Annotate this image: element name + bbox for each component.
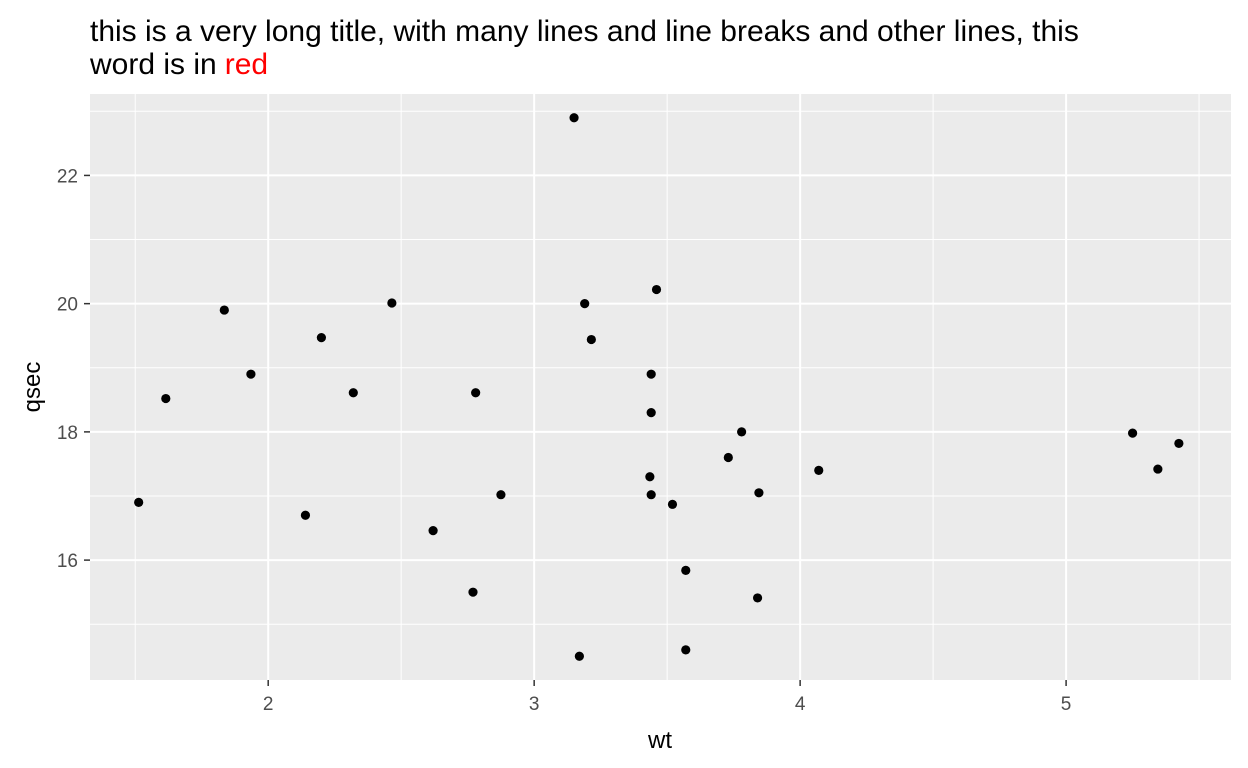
chart-title-highlight: red: [225, 48, 268, 81]
data-point: [468, 587, 478, 597]
data-point: [569, 113, 579, 123]
y-tick-label: 16: [57, 551, 78, 572]
data-point: [752, 593, 763, 603]
y-axis: 16 18 20 22: [57, 166, 90, 572]
x-tick-label: 3: [529, 694, 540, 715]
data-point: [723, 452, 733, 463]
chart-title-line-1: this is a very long title, with many lin…: [90, 15, 1079, 48]
data-point: [1127, 428, 1138, 438]
grid-minor-lines: [90, 94, 1231, 680]
data-point: [1153, 464, 1163, 474]
data-point: [316, 333, 326, 343]
data-point: [814, 465, 824, 475]
data-point: [681, 565, 691, 575]
data-point: [646, 490, 656, 500]
data-point: [219, 305, 229, 315]
data-point: [646, 369, 656, 379]
data-point: [471, 388, 481, 398]
data-point: [1174, 438, 1184, 449]
data-point: [574, 651, 584, 661]
data-point: [651, 284, 662, 295]
data-point: [754, 488, 764, 498]
data-point: [737, 427, 747, 437]
chart-title-prefix: word is in: [89, 48, 217, 81]
x-tick-label: 5: [1061, 694, 1072, 715]
data-point: [161, 393, 171, 404]
data-point: [428, 526, 438, 536]
chart-title-line-2: word is in red: [89, 48, 268, 81]
data-points: [134, 113, 1184, 661]
y-tick-label: 18: [57, 423, 78, 444]
x-tick-label: 4: [795, 694, 806, 715]
data-point: [134, 497, 144, 508]
data-point: [667, 499, 678, 509]
x-axis-title: wt: [647, 727, 672, 754]
grid-major-lines: [90, 94, 1231, 680]
data-point: [300, 510, 311, 520]
y-axis-title: qsec: [19, 362, 46, 413]
y-tick-label: 20: [57, 295, 78, 316]
data-point: [496, 490, 506, 500]
data-point: [580, 299, 590, 309]
data-point: [348, 388, 358, 398]
data-point: [586, 334, 596, 345]
data-point: [646, 408, 656, 418]
plot-panel: [90, 94, 1231, 680]
data-point: [387, 298, 397, 308]
y-tick-label: 22: [57, 166, 78, 187]
x-tick-label: 2: [263, 694, 274, 715]
x-axis: 2 3 4 5: [263, 680, 1071, 715]
data-point: [645, 472, 655, 482]
data-point: [681, 645, 691, 655]
data-point: [246, 369, 256, 379]
